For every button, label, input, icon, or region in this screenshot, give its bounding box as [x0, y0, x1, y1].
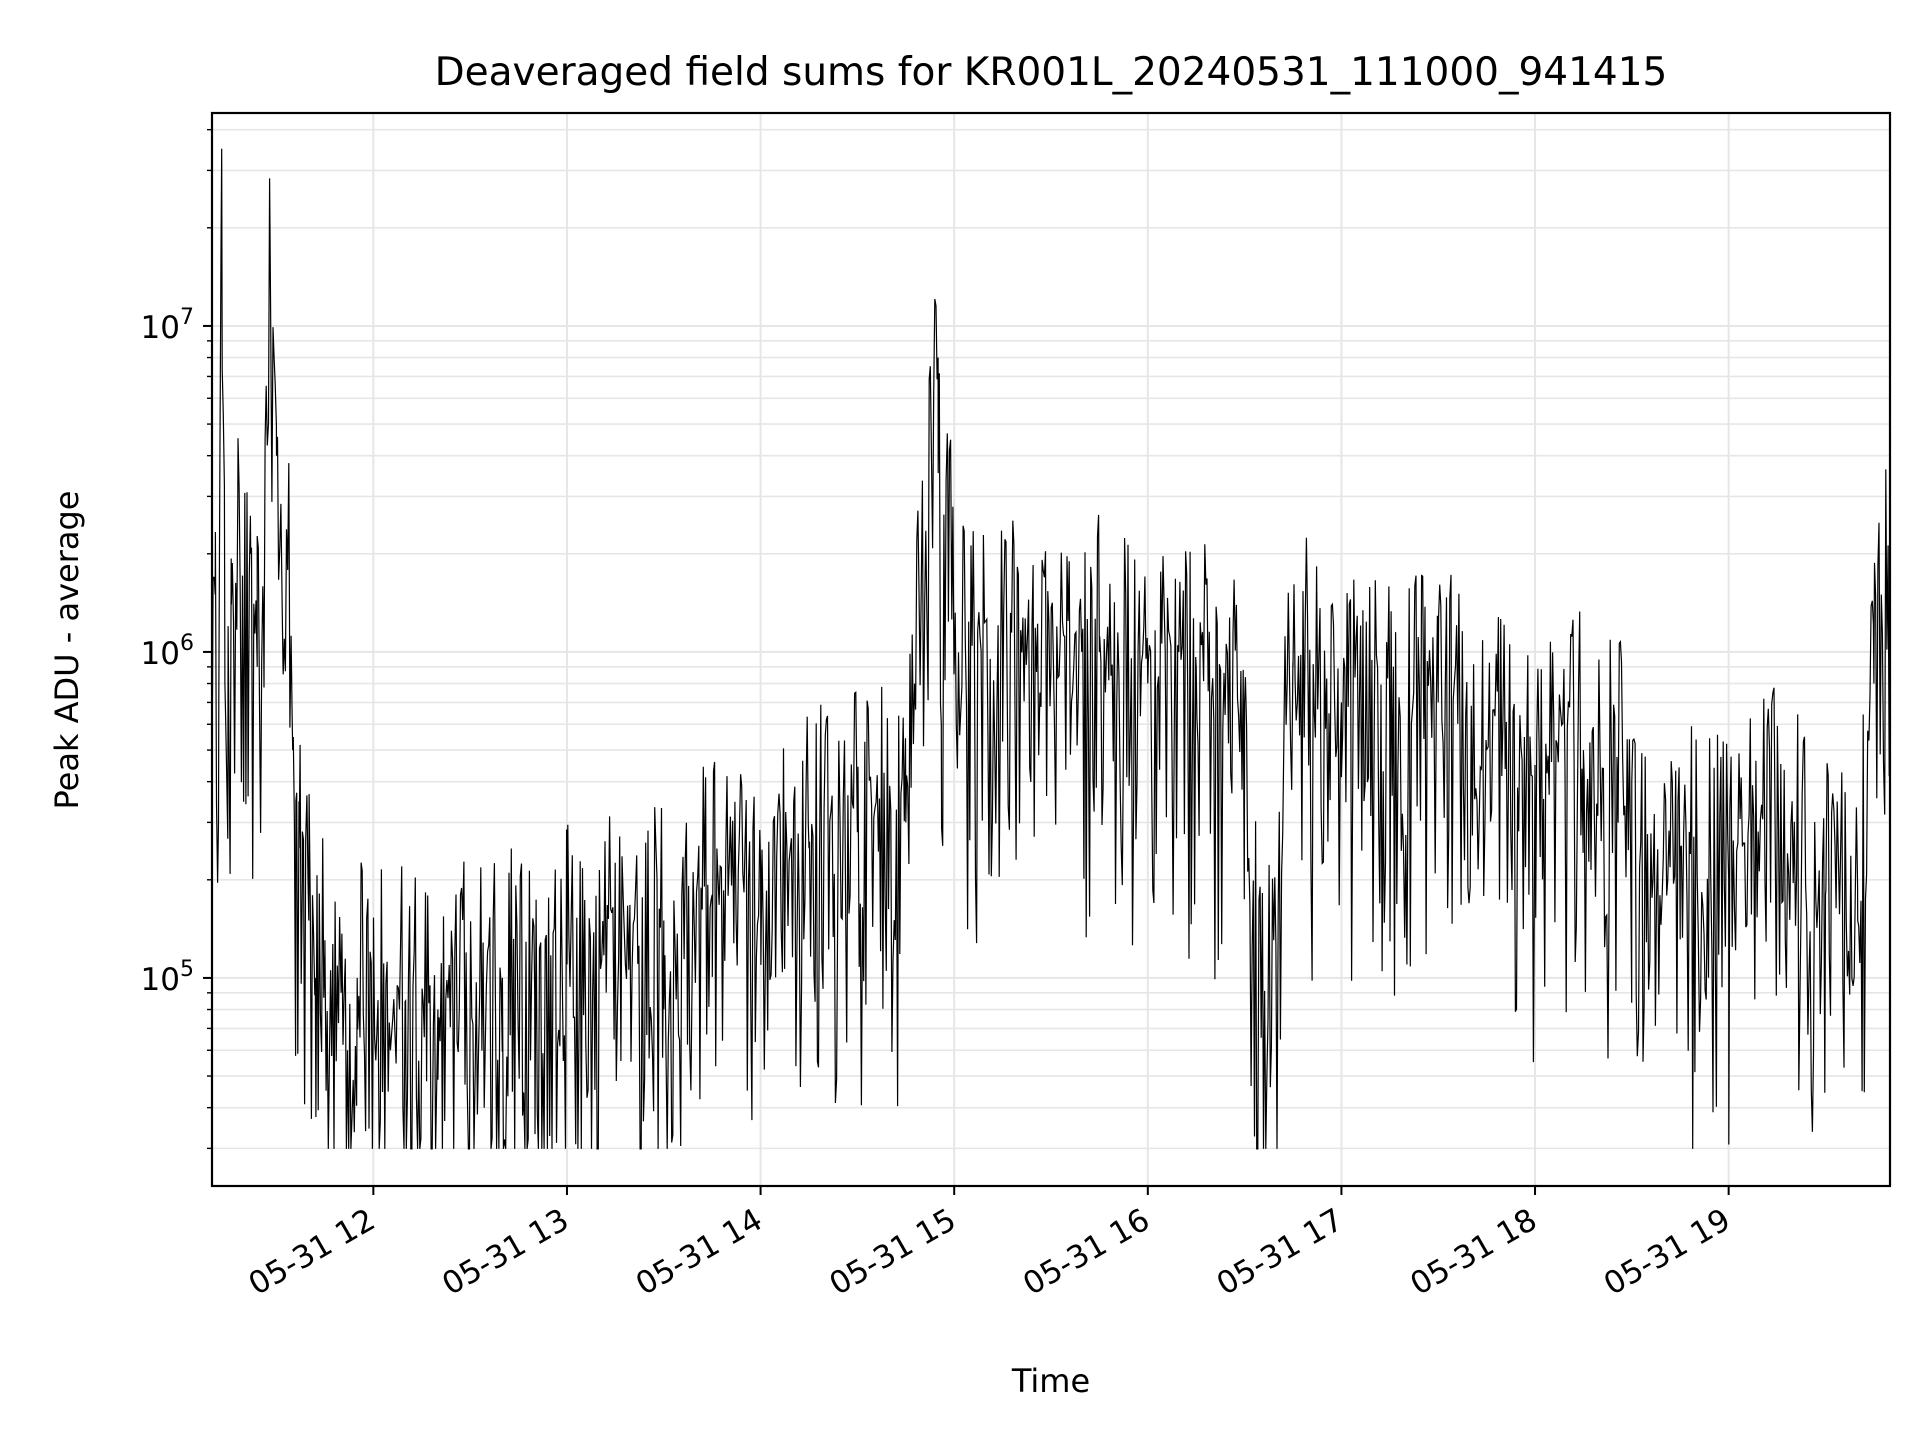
series-line [211, 148, 1891, 1150]
series-layer [211, 148, 1891, 1150]
x-tick-label: 05-31 13 [436, 1202, 575, 1303]
y-tick-label: 107 [141, 305, 194, 346]
x-tick-label: 05-31 19 [1598, 1202, 1737, 1303]
chart-title: Deaveraged field sums for KR001L_2024053… [435, 50, 1668, 95]
x-tick-label: 05-31 15 [823, 1202, 962, 1303]
x-axis-label: Time [1011, 1362, 1090, 1400]
y-axis-label: Peak ADU - average [48, 491, 86, 810]
x-tick-label: 05-31 14 [630, 1202, 769, 1303]
y-tick-label: 105 [141, 957, 194, 998]
x-tick-label: 05-31 18 [1404, 1202, 1543, 1303]
x-axis: 05-31 12 05-31 13 05-31 14 05-31 15 05-31 16… [243, 1186, 1737, 1303]
x-tick-label: 05-31 12 [243, 1202, 382, 1303]
plot-frame [210, 111, 1892, 1188]
y-tick-label: 106 [141, 631, 194, 672]
y-axis: 105 106 107 [141, 128, 212, 1150]
x-tick-label: 05-31 17 [1211, 1202, 1350, 1303]
x-tick-label: 05-31 16 [1017, 1202, 1156, 1303]
